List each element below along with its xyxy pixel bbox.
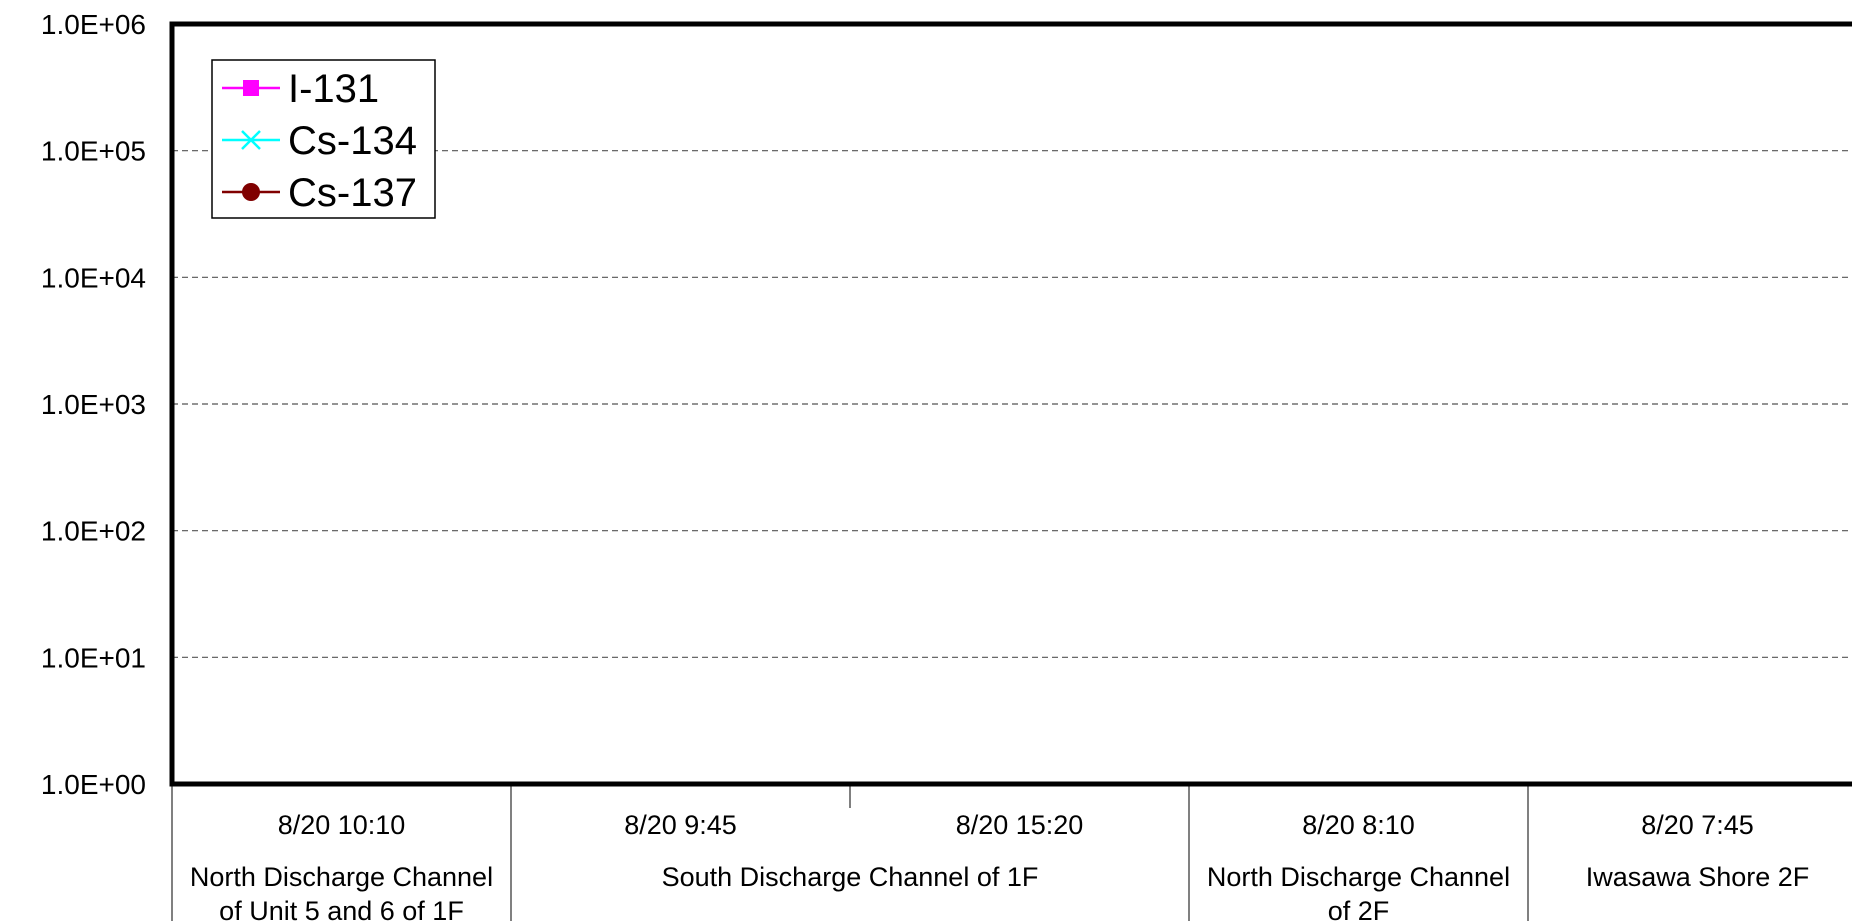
- legend-label: Cs-137: [288, 171, 417, 215]
- square-marker-icon: [243, 80, 259, 96]
- y-tick-label: 1.0E+06: [41, 9, 146, 40]
- legend-label: I-131: [288, 67, 379, 111]
- x-location-label: North Discharge Channel: [190, 862, 493, 892]
- x-axis: 8/20 10:10 8/20 9:45 8/20 15:20 8/20 8:10 8/…: [172, 784, 1809, 921]
- y-tick-label: 1.0E+03: [41, 389, 146, 420]
- legend: I-131 Cs-134 Cs-137: [212, 60, 435, 218]
- x-category-label: 8/20 9:45: [624, 810, 737, 840]
- x-location-label: of Unit 5 and 6 of 1F: [219, 896, 464, 921]
- y-axis-ticks: 1.0E+00 1.0E+01 1.0E+02 1.0E+03 1.0E+04 1.0E+…: [41, 9, 146, 800]
- grid-lines: [172, 151, 1852, 658]
- y-tick-label: 1.0E+02: [41, 516, 146, 547]
- x-location-label: South Discharge Channel of 1F: [662, 862, 1039, 892]
- x-category-label: 8/20 8:10: [1302, 810, 1415, 840]
- x-location-label: of 2F: [1328, 896, 1390, 921]
- x-location-label: Iwasawa Shore 2F: [1586, 862, 1810, 892]
- legend-label: Cs-134: [288, 119, 417, 163]
- x-category-label: 8/20 15:20: [956, 810, 1084, 840]
- y-tick-label: 1.0E+04: [41, 262, 146, 293]
- y-tick-label: 1.0E+00: [41, 769, 146, 800]
- circle-marker-icon: [242, 183, 260, 201]
- x-location-label: North Discharge Channel: [1207, 862, 1510, 892]
- y-tick-label: 1.0E+01: [41, 642, 146, 673]
- x-category-label: 8/20 10:10: [278, 810, 406, 840]
- x-category-label: 8/20 7:45: [1641, 810, 1754, 840]
- y-tick-label: 1.0E+05: [41, 136, 146, 167]
